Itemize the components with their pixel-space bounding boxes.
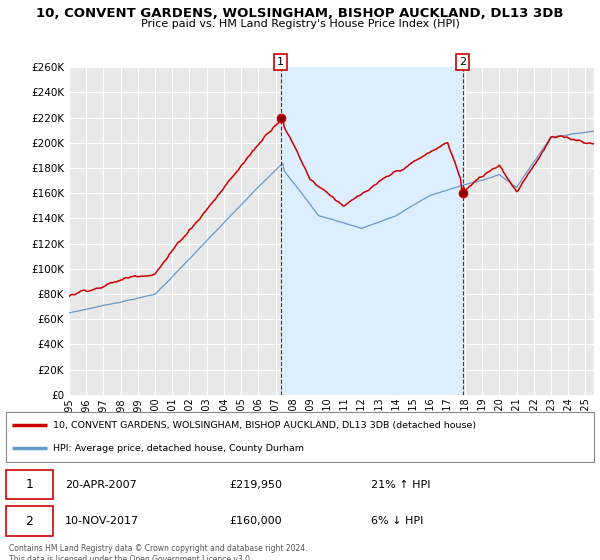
Text: £160,000: £160,000 xyxy=(229,516,282,526)
Text: 2: 2 xyxy=(26,515,34,528)
Text: 10, CONVENT GARDENS, WOLSINGHAM, BISHOP AUCKLAND, DL13 3DB: 10, CONVENT GARDENS, WOLSINGHAM, BISHOP … xyxy=(36,7,564,20)
Text: 10, CONVENT GARDENS, WOLSINGHAM, BISHOP AUCKLAND, DL13 3DB (detached house): 10, CONVENT GARDENS, WOLSINGHAM, BISHOP … xyxy=(53,421,476,430)
Text: 1: 1 xyxy=(26,478,34,491)
Text: 21% ↑ HPI: 21% ↑ HPI xyxy=(371,480,430,490)
Text: 2: 2 xyxy=(459,57,466,67)
Text: 10-NOV-2017: 10-NOV-2017 xyxy=(65,516,139,526)
Bar xyxy=(281,67,463,395)
Text: 1: 1 xyxy=(277,57,284,67)
FancyBboxPatch shape xyxy=(6,506,53,536)
Text: HPI: Average price, detached house, County Durham: HPI: Average price, detached house, Coun… xyxy=(53,444,304,453)
Text: Price paid vs. HM Land Registry's House Price Index (HPI): Price paid vs. HM Land Registry's House … xyxy=(140,19,460,29)
Text: £219,950: £219,950 xyxy=(229,480,283,490)
FancyBboxPatch shape xyxy=(6,470,53,500)
Text: 20-APR-2007: 20-APR-2007 xyxy=(65,480,137,490)
Text: Contains HM Land Registry data © Crown copyright and database right 2024.
This d: Contains HM Land Registry data © Crown c… xyxy=(9,544,308,560)
Text: 6% ↓ HPI: 6% ↓ HPI xyxy=(371,516,423,526)
